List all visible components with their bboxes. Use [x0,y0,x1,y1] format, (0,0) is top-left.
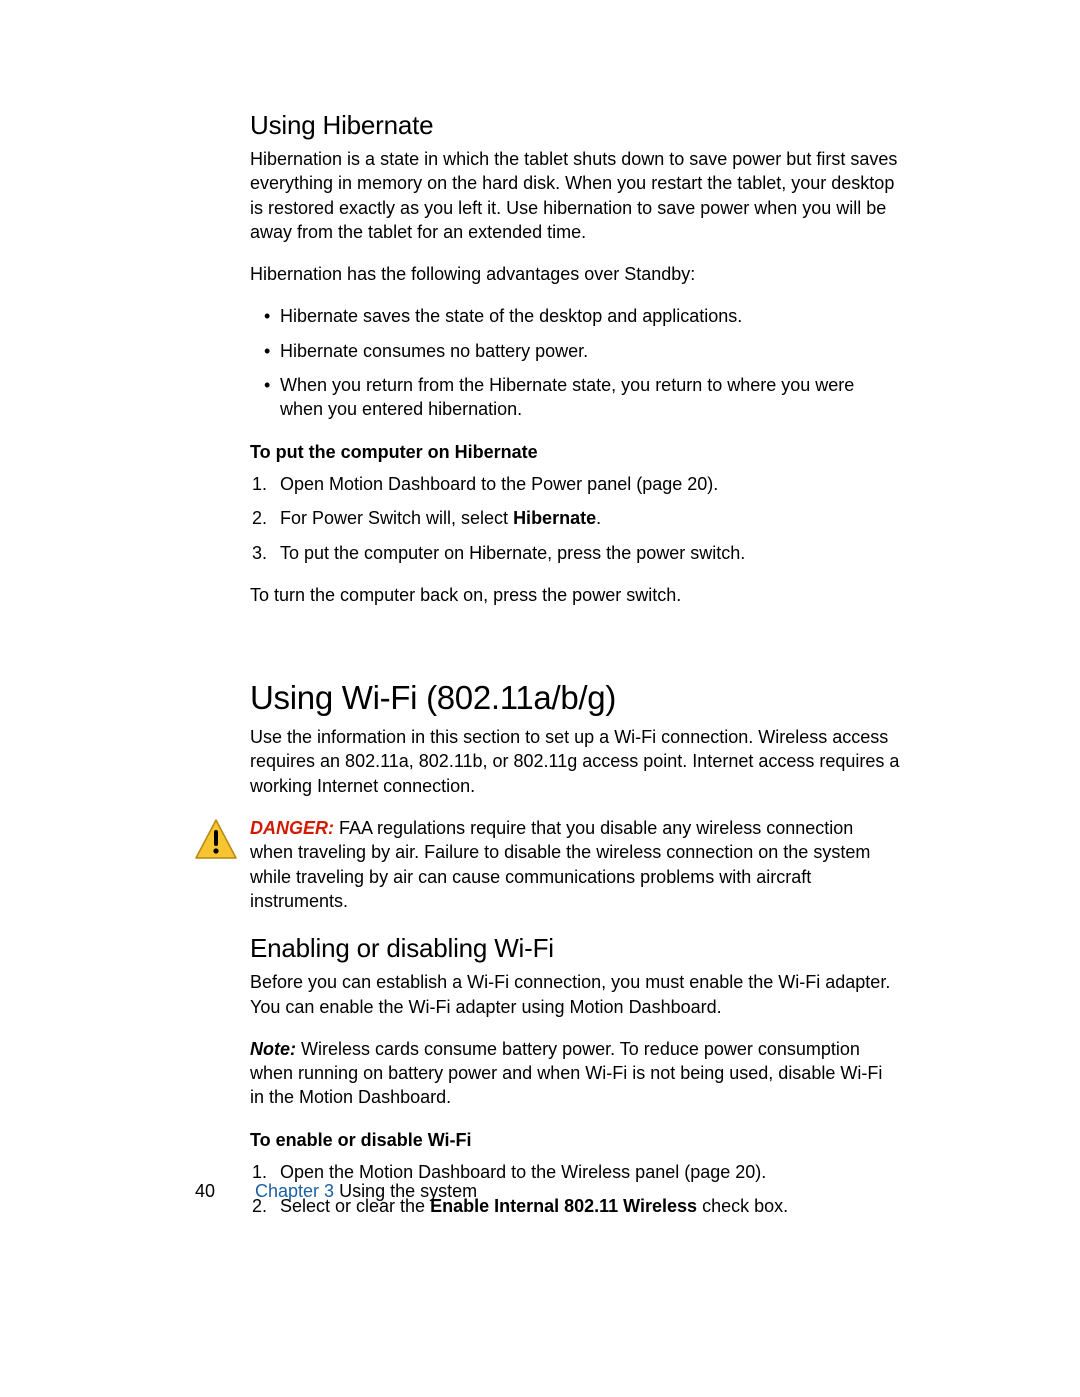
list-item: When you return from the Hibernate state… [250,373,900,422]
step-text: . [596,508,601,528]
note-text: Wireless cards consume battery power. To… [250,1039,882,1108]
heading-using-hibernate: Using Hibernate [250,110,900,141]
footer-chapter: Chapter 3 Using the system [255,1181,477,1202]
warning-triangle-icon [194,818,238,862]
heading-using-wifi: Using Wi-Fi (802.11a/b/g) [250,679,900,717]
page-number: 40 [195,1181,215,1202]
paragraph-advantages-lead: Hibernation has the following advantages… [250,262,900,286]
paragraph-hibernate-intro: Hibernation is a state in which the tabl… [250,147,900,244]
chapter-title: Using the system [334,1181,477,1201]
step-text: For Power Switch will, select [280,508,513,528]
note-label: Note: [250,1039,296,1059]
list-hibernate-advantages: Hibernate saves the state of the desktop… [250,304,900,421]
page-footer: 40 Chapter 3 Using the system [195,1181,900,1202]
step-bold: Hibernate [513,508,596,528]
list-item: To put the computer on Hibernate, press … [250,541,900,565]
list-item: For Power Switch will, select Hibernate. [250,506,900,530]
page-content: Using Hibernate Hibernation is a state i… [250,110,900,1237]
procedure-title-enable-wifi: To enable or disable Wi-Fi [250,1128,900,1152]
list-item: Hibernate consumes no battery power. [250,339,900,363]
list-item: Open Motion Dashboard to the Power panel… [250,472,900,496]
note-paragraph: Note: Wireless cards consume battery pow… [250,1037,900,1110]
paragraph-turn-back-on: To turn the computer back on, press the … [250,583,900,607]
list-item: Hibernate saves the state of the desktop… [250,304,900,328]
danger-text: FAA regulations require that you disable… [250,818,870,911]
paragraph-enable-wifi-intro: Before you can establish a Wi-Fi connect… [250,970,900,1019]
danger-callout: DANGER: FAA regulations require that you… [250,816,900,913]
danger-paragraph: DANGER: FAA regulations require that you… [250,816,900,913]
paragraph-wifi-intro: Use the information in this section to s… [250,725,900,798]
procedure-steps-hibernate: Open Motion Dashboard to the Power panel… [250,472,900,565]
heading-enable-disable-wifi: Enabling or disabling Wi-Fi [250,933,900,964]
procedure-title-hibernate: To put the computer on Hibernate [250,440,900,464]
danger-label: DANGER: [250,818,334,838]
chapter-label: Chapter 3 [255,1181,334,1201]
